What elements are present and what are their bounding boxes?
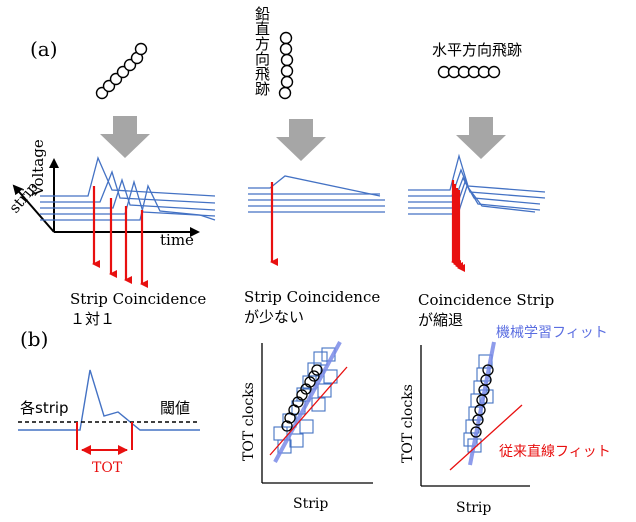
signals-1	[40, 156, 216, 221]
strip-left-label: Strip	[293, 496, 328, 512]
vertical-track-label: 鉛直方向飛跡	[253, 6, 271, 97]
tot-clocks-left-label: TOT clocks	[241, 382, 257, 461]
gray-arrow-1	[100, 116, 150, 158]
caption-1-line-1: Strip Coincidence	[70, 290, 206, 308]
gray-arrow-2	[276, 119, 326, 161]
caption-2-line-1: Strip Coincidence	[244, 288, 380, 306]
tot-clocks-right-label: TOT clocks	[400, 384, 416, 463]
caption-3-line-2: が縮退	[418, 311, 463, 329]
hits-3	[451, 180, 465, 272]
voltage-axis-label: Voltage	[29, 139, 47, 197]
signals-3	[408, 153, 546, 215]
gray-arrows	[100, 116, 506, 161]
caption-1-line-2: １対１	[70, 310, 115, 328]
panel-a-label: (a)	[30, 37, 58, 61]
strip-right-label: Strip	[456, 500, 491, 516]
scatter-right	[420, 341, 530, 487]
each-strip-label: 各strip	[20, 399, 69, 417]
hits-1	[92, 186, 148, 288]
horizontal-track	[437, 65, 501, 79]
caption-3-line-1: Coincidence Strip	[418, 291, 554, 309]
signals-2	[248, 175, 385, 213]
horizontal-track-label: 水平方向飛跡	[432, 41, 522, 59]
tot-label: TOT	[92, 460, 123, 476]
threshold-label: 閾値	[160, 399, 190, 417]
caption-2-line-2: が少ない	[244, 308, 304, 326]
panel-b-label: (b)	[20, 327, 48, 351]
scatter-left	[261, 341, 373, 484]
gray-arrow-3	[456, 117, 506, 159]
diagonal-track	[95, 42, 148, 100]
linear-fit-label: 従来直線フィット	[499, 443, 611, 460]
tot-signal	[18, 369, 200, 455]
vertical-track	[278, 31, 294, 100]
time-axis-label: time	[160, 231, 194, 249]
ml-fit-label: 機械学習フィット	[496, 325, 608, 341]
